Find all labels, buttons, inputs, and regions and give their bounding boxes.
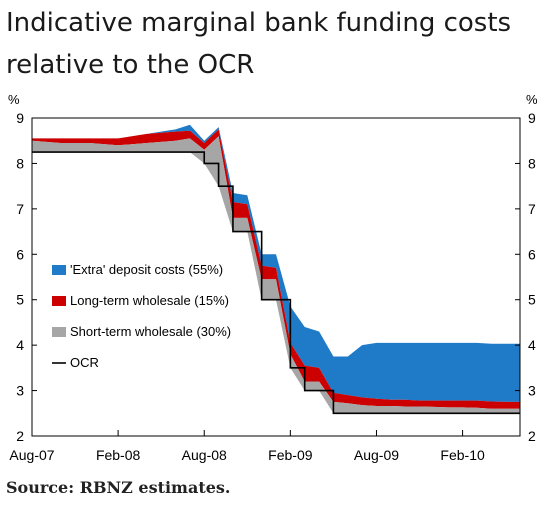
y-tick-label-right: 5 <box>528 292 536 308</box>
y-tick-label-right: 7 <box>528 201 536 217</box>
chart-title: Indicative marginal bank funding costs r… <box>6 8 512 80</box>
axes: 2 2 3 3 4 4 5 5 6 6 7 7 8 8 9 9% % Aug-07 Feb-08 Aug-08 Feb-… <box>8 92 538 463</box>
x-tick-label: Aug-07 <box>9 447 54 463</box>
chart: 2 2 3 3 4 4 5 5 6 6 7 7 8 8 9 9% % Aug-07 Feb-08 Aug-08 Feb-… <box>8 92 538 463</box>
legend-label: 'Extra' deposit costs (55%) <box>70 262 223 277</box>
y-tick-label-left: 5 <box>16 292 24 308</box>
y-unit-left: % <box>8 92 20 107</box>
y-tick-label-right: 8 <box>528 155 536 171</box>
y-tick-label-left: 3 <box>16 383 24 399</box>
y-tick-label-right: 9 <box>528 110 536 126</box>
y-tick-label-left: 9 <box>16 110 24 126</box>
legend-swatch <box>52 296 66 306</box>
y-tick-label-left: 6 <box>16 246 24 262</box>
y-unit-right: % <box>526 92 538 107</box>
plot-frame <box>31 117 521 437</box>
legend: 'Extra' deposit costs (55%) Long-term who… <box>52 262 231 370</box>
x-tick-label: Aug-08 <box>182 447 227 463</box>
area-layer <box>32 124 520 414</box>
y-tick-label-left: 2 <box>16 428 24 444</box>
area-extra-deposit-costs <box>32 124 520 402</box>
x-tick-label: Feb-09 <box>268 447 313 463</box>
source-note: Source: RBNZ estimates. <box>6 478 231 497</box>
x-tick-label: Aug-09 <box>354 447 399 463</box>
legend-swatch <box>52 327 66 337</box>
x-tick-label: Feb-10 <box>440 447 485 463</box>
x-tick-label: Feb-08 <box>96 447 141 463</box>
legend-label: Short-term wholesale (30%) <box>70 324 231 339</box>
y-tick-label-right: 3 <box>528 383 536 399</box>
y-tick-label-right: 4 <box>528 337 536 353</box>
y-tick-label-left: 4 <box>16 337 24 353</box>
area-long-term-wholesale <box>32 129 520 409</box>
y-tick-label-left: 7 <box>16 201 24 217</box>
legend-swatch <box>52 265 66 275</box>
y-tick-label-left: 8 <box>16 155 24 171</box>
legend-label: Long-term wholesale (15%) <box>70 293 229 308</box>
ocr-line <box>32 151 520 415</box>
legend-label-ocr: OCR <box>70 355 99 370</box>
y-tick-label-right: 6 <box>528 246 536 262</box>
y-tick-label-right: 2 <box>528 428 536 444</box>
